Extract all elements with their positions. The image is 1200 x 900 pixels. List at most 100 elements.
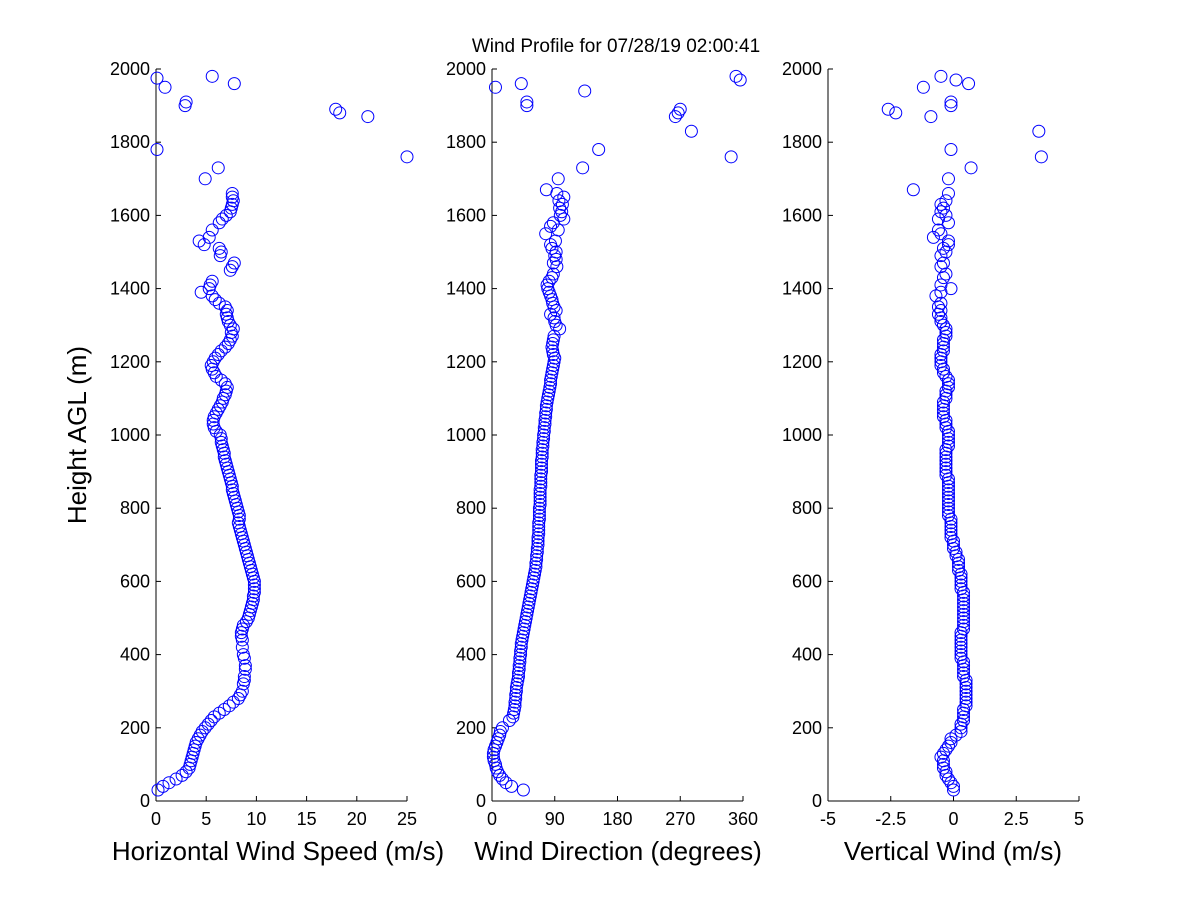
data-point [555, 197, 569, 211]
data-point [535, 450, 549, 464]
data-point [531, 538, 545, 552]
data-point [553, 201, 567, 215]
data-point [941, 772, 955, 786]
y-tick-label: 200 [120, 718, 150, 738]
data-point [509, 684, 523, 698]
x-tick-label: -2.5 [875, 809, 906, 829]
data-point [941, 234, 955, 248]
data-point [673, 102, 687, 116]
data-point [934, 260, 948, 274]
y-tick-label: 1600 [110, 205, 150, 225]
y-tick-label: 400 [120, 645, 150, 665]
data-point [941, 487, 955, 501]
data-point [532, 505, 546, 519]
y-tick-label: 800 [120, 498, 150, 518]
data-point [934, 285, 948, 299]
data-point [671, 106, 685, 120]
data-point [502, 713, 516, 727]
y-tick-label: 2000 [446, 59, 486, 79]
data-point [488, 80, 502, 94]
data-point [232, 512, 246, 526]
data-point [192, 234, 206, 248]
data-point [534, 472, 548, 486]
data-point [944, 527, 958, 541]
data-point [939, 194, 953, 208]
data-point [553, 322, 567, 336]
data-point [944, 776, 958, 790]
data-point [495, 721, 509, 735]
data-point [947, 783, 960, 797]
data-point [957, 713, 971, 727]
data-point [247, 578, 261, 592]
data-point [557, 190, 571, 204]
data-point [215, 212, 229, 226]
x-tick-label: 5 [201, 809, 211, 829]
data-point [934, 750, 948, 764]
x-tick-label: 270 [665, 809, 695, 829]
data-point [158, 80, 172, 94]
y-tick-label: 800 [456, 498, 486, 518]
data-point [550, 260, 564, 274]
data-point [941, 739, 955, 753]
x-axis-label: Wind Direction (degrees) [474, 836, 762, 866]
data-point [934, 304, 948, 318]
data-point [957, 604, 971, 618]
data-point [936, 344, 950, 358]
data-point [957, 615, 971, 629]
data-point [532, 527, 546, 541]
x-tick-label: 180 [602, 809, 632, 829]
y-tick-label: 1200 [446, 352, 486, 372]
data-point [957, 622, 971, 636]
data-point [551, 172, 565, 186]
data-point [941, 435, 955, 449]
data-point [535, 461, 549, 475]
data-point [219, 208, 233, 222]
y-tick-label: 200 [456, 718, 486, 738]
y-tick-label: 0 [812, 791, 822, 811]
data-point [934, 205, 948, 219]
data-point [218, 377, 232, 391]
data-point [514, 77, 528, 91]
data-point [939, 454, 953, 468]
data-point [542, 274, 556, 288]
x-tick-label: 20 [347, 809, 367, 829]
data-point [941, 172, 955, 186]
data-point [941, 238, 955, 252]
data-point [534, 476, 548, 490]
data-point [941, 505, 955, 519]
data-point [941, 216, 955, 230]
data-point [729, 69, 743, 83]
data-point [532, 523, 546, 537]
data-point [941, 377, 955, 391]
data-point [538, 417, 552, 431]
data-point [944, 143, 958, 157]
data-point [931, 223, 945, 237]
data-point [551, 223, 565, 237]
data-point [954, 637, 968, 651]
data-point [954, 582, 968, 596]
data-point [889, 106, 903, 120]
data-point [207, 410, 221, 424]
data-point [944, 523, 958, 537]
y-tick-label: 200 [792, 718, 822, 738]
data-point [179, 765, 193, 779]
data-point [936, 757, 950, 771]
y-tick-label: 600 [120, 571, 150, 591]
data-point [236, 648, 250, 662]
data-point [941, 490, 955, 504]
data-point [944, 530, 958, 544]
panel-vertical-wind: 0 200 400 600 800 1000 1200 1400 1600 1800 2000 -5 -… [782, 59, 1084, 866]
data-point [539, 183, 553, 197]
data-point [162, 776, 176, 790]
data-point [552, 194, 566, 208]
data-point [486, 750, 500, 764]
data-point [926, 230, 940, 244]
data-point [222, 699, 236, 713]
data-point [208, 293, 222, 307]
data-point [959, 695, 973, 709]
data-point [231, 692, 245, 706]
data-point [557, 212, 571, 226]
x-tick-label: 15 [297, 809, 317, 829]
